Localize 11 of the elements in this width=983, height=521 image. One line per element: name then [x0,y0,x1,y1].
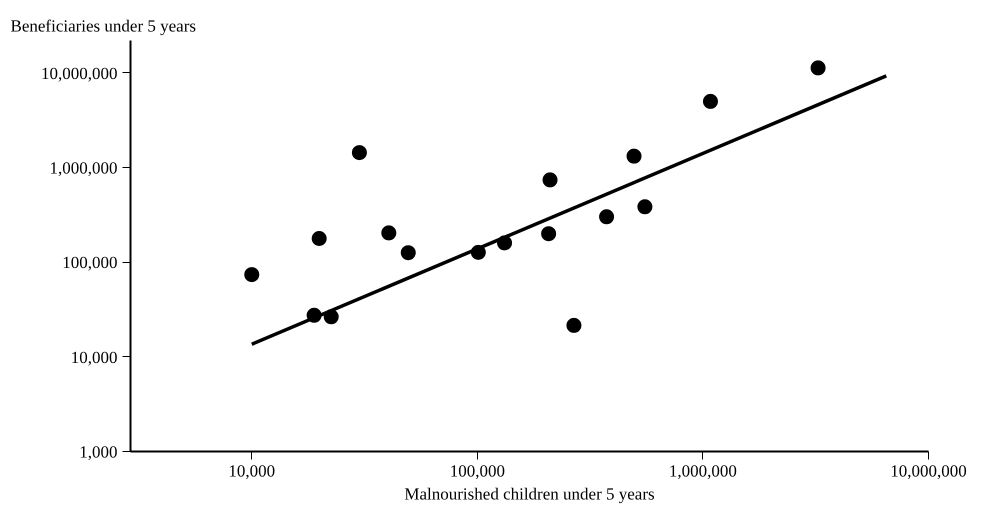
y-tick-label: 10,000 [70,348,118,367]
y-tick-label: 1,000 [79,442,118,462]
y-tick-label: 1,000,000 [50,158,118,178]
x-tick-label: 1,000,000 [668,462,737,480]
x-tick-label: 10,000,000 [890,462,967,480]
x-tick-label: 100,000 [450,462,505,480]
x-tick-label: 10,000 [228,462,276,480]
y-tick-label: 10,000,000 [41,64,118,83]
y-tick-label: 100,000 [62,253,118,272]
x-axis-title: Malnourished children under 5 years [404,484,655,504]
y-axis-title: Beneficiaries under 5 years [10,16,196,36]
